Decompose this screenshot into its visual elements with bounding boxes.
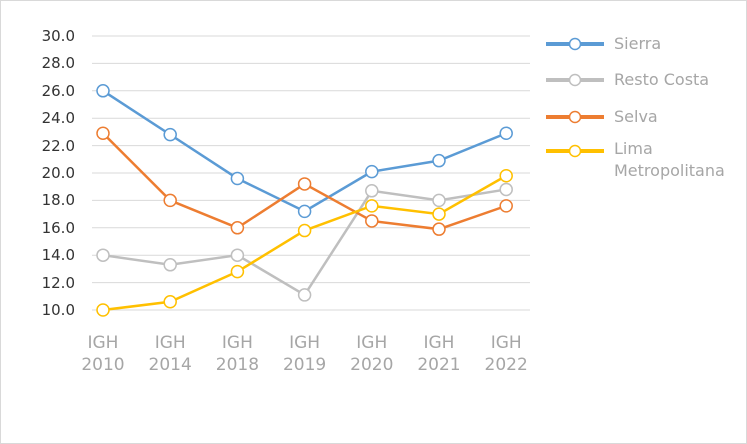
y-tick-label: 26.0: [41, 81, 75, 100]
x-tick-label: IGH 2022: [484, 333, 528, 375]
y-tick-label: 30.0: [41, 27, 75, 45]
data-point: [432, 193, 446, 208]
data-point: [432, 153, 446, 168]
y-tick-label: 28.0: [41, 54, 75, 73]
data-point: [365, 214, 379, 228]
legend-marker: [568, 144, 582, 158]
legend-label: Selva: [614, 107, 658, 126]
data-point: [365, 184, 379, 198]
legend-label: Sierra: [614, 34, 662, 53]
data-point: [365, 199, 379, 213]
data-point: [365, 164, 379, 179]
legend-marker: [568, 110, 582, 124]
x-tick-label: IGH 2020: [350, 333, 394, 375]
data-point: [297, 177, 312, 191]
x-tick-label: IGH 2019: [282, 333, 327, 375]
data-point: [499, 199, 513, 213]
data-point: [163, 193, 177, 208]
x-tick-label: IGH 2021: [417, 333, 461, 375]
data-point: [96, 126, 110, 141]
legend-label: Lima Metropolitana: [614, 139, 725, 180]
y-tick-label: 12.0: [41, 273, 75, 292]
x-tick-label: IGH 2014: [148, 333, 192, 375]
data-point: [96, 303, 110, 317]
data-point: [163, 258, 177, 272]
legend-marker: [568, 73, 582, 87]
y-tick-label: 24.0: [41, 109, 75, 128]
data-point: [432, 222, 446, 236]
y-tick-label: 14.0: [41, 246, 75, 265]
data-point: [163, 295, 177, 309]
data-point: [230, 171, 245, 186]
x-tick-label: IGH 2010: [81, 333, 125, 375]
data-point: [230, 221, 245, 235]
data-point: [499, 182, 513, 197]
data-point: [230, 264, 245, 279]
x-tick-label: IGH 2018: [215, 333, 260, 375]
legend-marker: [568, 37, 582, 51]
legend-label: Resto Costa: [614, 70, 710, 89]
data-point: [96, 84, 110, 98]
data-point: [297, 223, 312, 238]
data-point: [230, 248, 245, 262]
data-point: [432, 207, 446, 221]
y-tick-label: 22.0: [41, 136, 75, 155]
y-tick-label: 10.0: [41, 301, 75, 319]
data-point: [297, 204, 312, 219]
data-point: [499, 168, 513, 183]
y-tick-label: 20.0: [41, 164, 75, 182]
y-tick-label: 16.0: [41, 218, 75, 237]
data-point: [297, 288, 312, 302]
data-point: [163, 127, 177, 142]
data-point: [499, 126, 513, 141]
data-point: [96, 248, 110, 262]
y-tick-label: 18.0: [41, 191, 75, 210]
